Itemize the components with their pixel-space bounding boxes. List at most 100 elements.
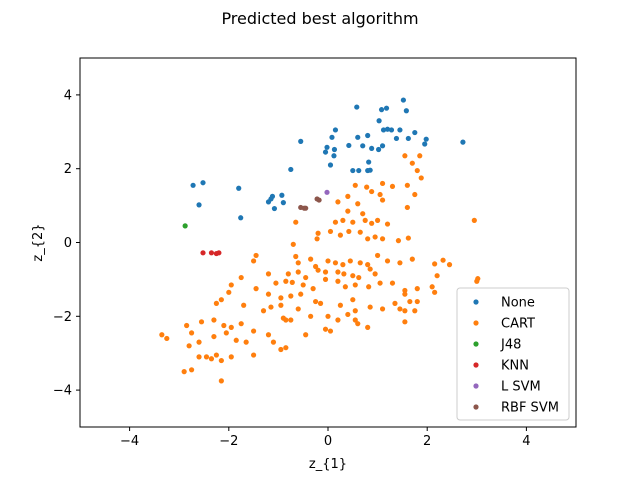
- point-none: [331, 146, 338, 153]
- point-cart: [181, 369, 187, 375]
- point-none: [397, 127, 403, 133]
- point-none: [378, 107, 385, 113]
- point-cart: [402, 319, 408, 325]
- point-cart: [392, 300, 398, 306]
- point-cart: [293, 253, 299, 260]
- x-tick-label: −2: [219, 434, 238, 449]
- point-cart: [474, 278, 480, 284]
- point-none: [298, 138, 304, 144]
- point-cart: [314, 236, 320, 242]
- point-none: [346, 142, 352, 149]
- point-cart: [251, 352, 257, 358]
- point-cart: [379, 180, 386, 187]
- point-cart: [213, 300, 219, 306]
- point-cart: [418, 175, 424, 181]
- point-cart: [369, 188, 375, 195]
- point-cart: [278, 346, 284, 353]
- point-cart: [325, 313, 331, 319]
- point-cart: [289, 279, 295, 285]
- point-cart: [196, 339, 202, 345]
- point-none: [332, 127, 339, 133]
- x-tick-label: 4: [522, 434, 530, 449]
- point-cart: [218, 297, 224, 303]
- point-none: [375, 146, 382, 153]
- legend-marker-knn: [473, 362, 479, 368]
- point-none: [329, 134, 335, 140]
- point-cart: [218, 378, 224, 384]
- point-none: [376, 118, 382, 124]
- y-tick-label: −4: [53, 384, 72, 399]
- point-cart: [397, 260, 403, 266]
- y-tick-label: −2: [53, 310, 72, 325]
- point-cart: [221, 322, 227, 329]
- point-none: [355, 134, 361, 140]
- point-cart: [414, 167, 420, 174]
- point-cart: [362, 217, 368, 223]
- point-cart: [429, 284, 435, 290]
- point-cart: [355, 201, 361, 207]
- legend-label-knn: KNN: [501, 359, 529, 374]
- point-cart: [186, 343, 192, 349]
- point-cart: [228, 282, 234, 288]
- point-none: [238, 215, 244, 221]
- point-cart: [355, 321, 361, 327]
- point-cart: [360, 211, 366, 217]
- legend-label-l-svm: L SVM: [501, 380, 541, 395]
- point-cart: [223, 330, 229, 336]
- point-none: [279, 192, 285, 198]
- data-points: [159, 97, 481, 384]
- point-cart: [226, 289, 232, 295]
- point-cart: [350, 297, 356, 303]
- point-l-svm: [324, 189, 330, 195]
- point-cart: [327, 228, 334, 235]
- point-none: [280, 200, 286, 206]
- point-cart: [412, 308, 418, 314]
- point-cart: [278, 295, 284, 301]
- point-cart: [365, 262, 371, 268]
- point-cart: [350, 273, 356, 279]
- point-cart: [273, 280, 279, 286]
- point-none: [190, 182, 196, 188]
- point-cart: [283, 278, 289, 284]
- point-cart: [233, 337, 239, 343]
- point-cart: [440, 257, 446, 263]
- legend-marker-none: [473, 299, 479, 305]
- point-cart: [238, 274, 244, 281]
- point-cart: [213, 352, 219, 358]
- point-cart: [189, 330, 195, 336]
- point-cart: [265, 291, 272, 297]
- point-cart: [350, 219, 356, 225]
- point-cart: [295, 260, 301, 266]
- point-none: [393, 135, 400, 142]
- point-cart: [384, 221, 391, 227]
- point-rbf-svm: [316, 197, 322, 203]
- point-cart: [265, 332, 272, 338]
- point-none: [271, 205, 278, 212]
- point-none: [265, 199, 272, 205]
- point-cart: [345, 208, 351, 214]
- point-cart: [335, 269, 341, 275]
- point-cart: [189, 367, 195, 373]
- point-none: [366, 159, 372, 165]
- point-none: [365, 132, 371, 139]
- point-knn: [216, 250, 222, 256]
- point-cart: [357, 260, 363, 266]
- point-cart: [342, 284, 348, 290]
- point-cart: [446, 262, 453, 268]
- point-none: [403, 108, 409, 114]
- point-cart: [332, 219, 339, 225]
- x-tick-label: 2: [423, 434, 431, 449]
- point-cart: [372, 234, 378, 240]
- point-cart: [288, 317, 294, 323]
- point-none: [360, 143, 366, 149]
- point-cart: [198, 319, 205, 325]
- point-cart: [327, 328, 334, 334]
- point-cart: [357, 229, 363, 235]
- point-cart: [268, 304, 274, 310]
- point-cart: [335, 199, 341, 205]
- point-cart: [405, 235, 411, 241]
- point-cart: [471, 217, 477, 223]
- point-cart: [341, 271, 347, 277]
- point-cart: [298, 291, 304, 297]
- point-cart: [352, 182, 358, 188]
